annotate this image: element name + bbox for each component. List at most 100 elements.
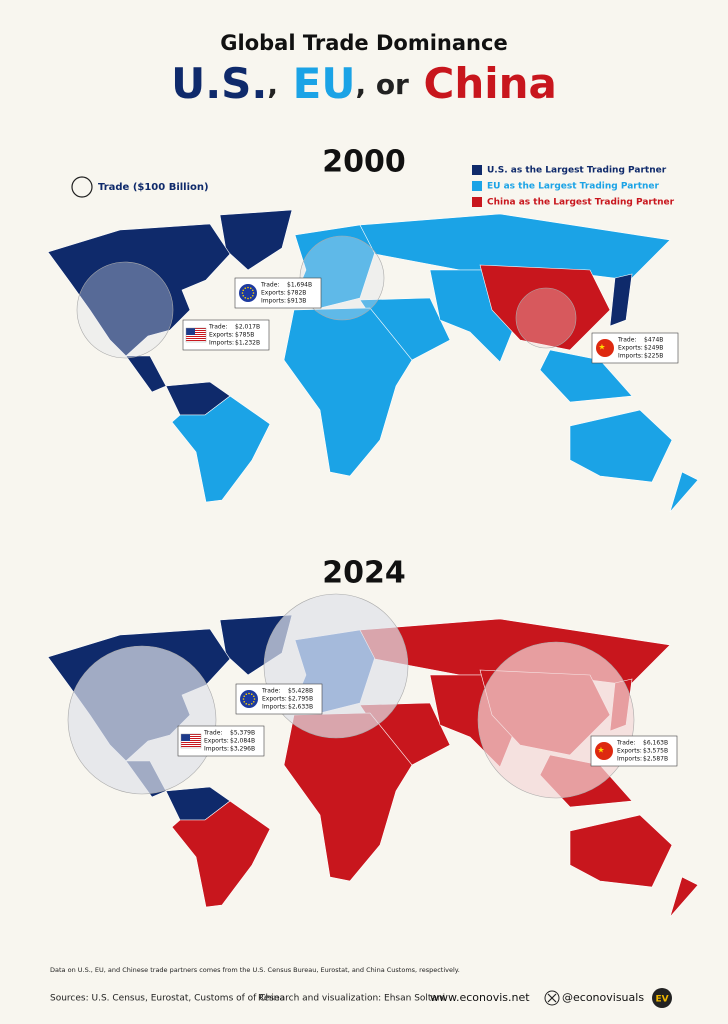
- flag-star: [242, 698, 245, 700]
- trade-value: $1,694B: [287, 282, 312, 289]
- legend-swatch: [472, 181, 482, 191]
- flag: [596, 339, 614, 357]
- flag: [595, 742, 613, 760]
- flag-stripe: [181, 742, 201, 743]
- legend-swatch: [472, 165, 482, 175]
- flag-star: [248, 703, 250, 706]
- trade-label: Trade:: [617, 337, 636, 344]
- trade-label: Imports:: [262, 704, 287, 711]
- flag-canton: [181, 734, 190, 741]
- flag-star: [248, 692, 250, 695]
- trade-label: Exports:: [204, 738, 229, 745]
- flag-stripe: [186, 336, 206, 337]
- flag-border: [185, 327, 207, 343]
- trade-label: Imports:: [204, 746, 229, 753]
- flag-stripe: [181, 734, 201, 735]
- flag-star: [252, 700, 255, 703]
- trade-label: Exports:: [209, 332, 234, 339]
- flag-star: [249, 296, 252, 299]
- trade-value: $3,296B: [230, 746, 255, 753]
- trade-bubble: [477, 641, 635, 799]
- flag-star: [251, 289, 254, 292]
- handle: @econovisuals: [562, 991, 644, 1004]
- trade-value: $249B: [644, 345, 663, 352]
- flag-star: [247, 286, 249, 289]
- subtitle-eu: EU: [293, 59, 356, 108]
- flag-stripe: [186, 330, 206, 331]
- x-icon: [544, 990, 560, 1006]
- trade-value: $913B: [287, 298, 306, 305]
- flag-stripe: [186, 334, 206, 335]
- trade-value: $2,795B: [288, 696, 313, 703]
- trade-bubble: [263, 593, 409, 739]
- flag-stripe: [186, 332, 206, 333]
- legend-label: EU as the Largest Trading Partner: [487, 182, 660, 192]
- flag-canton: [186, 328, 195, 335]
- logo: EV: [655, 995, 668, 1005]
- trade-label: Trade:: [261, 688, 280, 695]
- flag-star: [251, 294, 254, 297]
- flag-star: [249, 287, 252, 290]
- trade-bubble: [515, 287, 577, 349]
- year: 2024: [322, 556, 406, 591]
- trade-value: $5,428B: [288, 688, 313, 695]
- trade-label: Imports:: [618, 353, 643, 360]
- flag: [239, 284, 257, 302]
- bubble-key: [71, 176, 93, 198]
- trade-value: $6,163B: [643, 740, 668, 747]
- trade-value: $785B: [235, 332, 254, 339]
- legend-swatch: [472, 197, 482, 207]
- flag-star: [244, 287, 247, 290]
- sources: Sources: U.S. Census, Eurostat, Customs …: [50, 994, 285, 1004]
- subtitle-us: U.S.: [171, 59, 267, 108]
- flag-star: [247, 297, 249, 300]
- legend-label: U.S. as the Largest Trading Partner: [487, 166, 667, 176]
- flag-star: [253, 698, 256, 700]
- trade-label: Imports:: [209, 340, 234, 347]
- trade-value: $2,587B: [643, 756, 668, 763]
- footnote: Data on U.S., EU, and Chinese trade part…: [50, 966, 460, 974]
- flag-star: ★: [598, 343, 605, 352]
- flag-star: [252, 292, 255, 294]
- trade-bubble: [67, 645, 217, 795]
- trade-label: Imports:: [261, 298, 286, 305]
- flag-star: [242, 294, 245, 297]
- trade-label: Trade:: [616, 740, 635, 747]
- flag: [240, 690, 258, 708]
- subtitle-sep: , or: [355, 68, 409, 101]
- flag-stripe: [181, 740, 201, 741]
- trade-label: Exports:: [618, 345, 643, 352]
- title: Global Trade Dominance: [220, 31, 507, 55]
- trade-label: Exports:: [261, 290, 286, 297]
- trade-label: Imports:: [617, 756, 642, 763]
- flag-stripe: [181, 738, 201, 739]
- trade-value: $2,633B: [288, 704, 313, 711]
- flag-stripe: [186, 340, 206, 341]
- trade-label: Trade:: [208, 324, 227, 331]
- trade-value: $474B: [644, 337, 663, 344]
- flag-stripe: [186, 338, 206, 339]
- subtitle-china: China: [424, 59, 557, 108]
- flag-stripe: [181, 746, 201, 747]
- trade-value: $782B: [287, 290, 306, 297]
- logo-badge: [652, 988, 672, 1008]
- flag-star: [245, 693, 248, 696]
- bubble-key-label: Trade ($100 Billion): [98, 182, 209, 193]
- flag-border: [180, 733, 202, 749]
- trade-bubble: [76, 261, 174, 359]
- trade-value: $2,017B: [235, 324, 260, 331]
- trade-value: $3,575B: [643, 748, 668, 755]
- trade-label: Exports:: [262, 696, 287, 703]
- subtitle: U.S., EU, or China: [171, 59, 557, 108]
- flag-star: [243, 695, 246, 698]
- trade-label: Trade:: [203, 730, 222, 737]
- flag-star: [243, 700, 246, 703]
- credit: Research and visualization: Ehsan Soltan…: [258, 994, 445, 1004]
- trade-value: $5,379B: [230, 730, 255, 737]
